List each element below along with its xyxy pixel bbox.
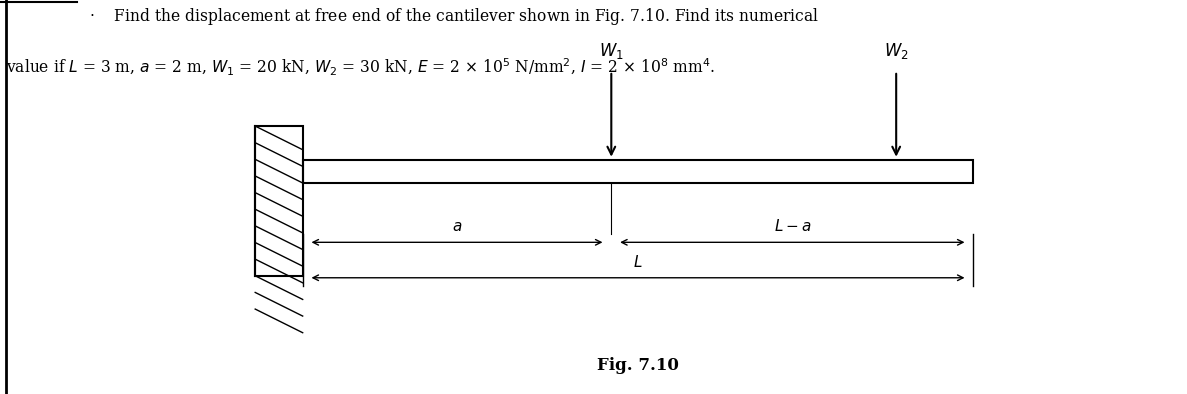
Bar	[255, 126, 303, 276]
Bar	[303, 160, 973, 183]
Text: Fig. 7.10: Fig. 7.10	[597, 357, 679, 374]
Text: $W_1$: $W_1$	[599, 41, 623, 61]
Text: $L - a$: $L - a$	[774, 218, 811, 234]
Text: $\cdot$    Find the displacement at free end of the cantilever shown in Fig. 7.1: $\cdot$ Find the displacement at free en…	[89, 6, 819, 27]
Text: $L$: $L$	[633, 254, 643, 270]
Text: $W_2$: $W_2$	[884, 41, 908, 61]
Text: $a$: $a$	[452, 220, 462, 234]
Text: value if $L$ = 3 m, $a$ = 2 m, $W_1$ = 20 kN, $W_2$ = 30 kN, $E$ = 2 $\times$ 10: value if $L$ = 3 m, $a$ = 2 m, $W_1$ = 2…	[6, 57, 715, 78]
